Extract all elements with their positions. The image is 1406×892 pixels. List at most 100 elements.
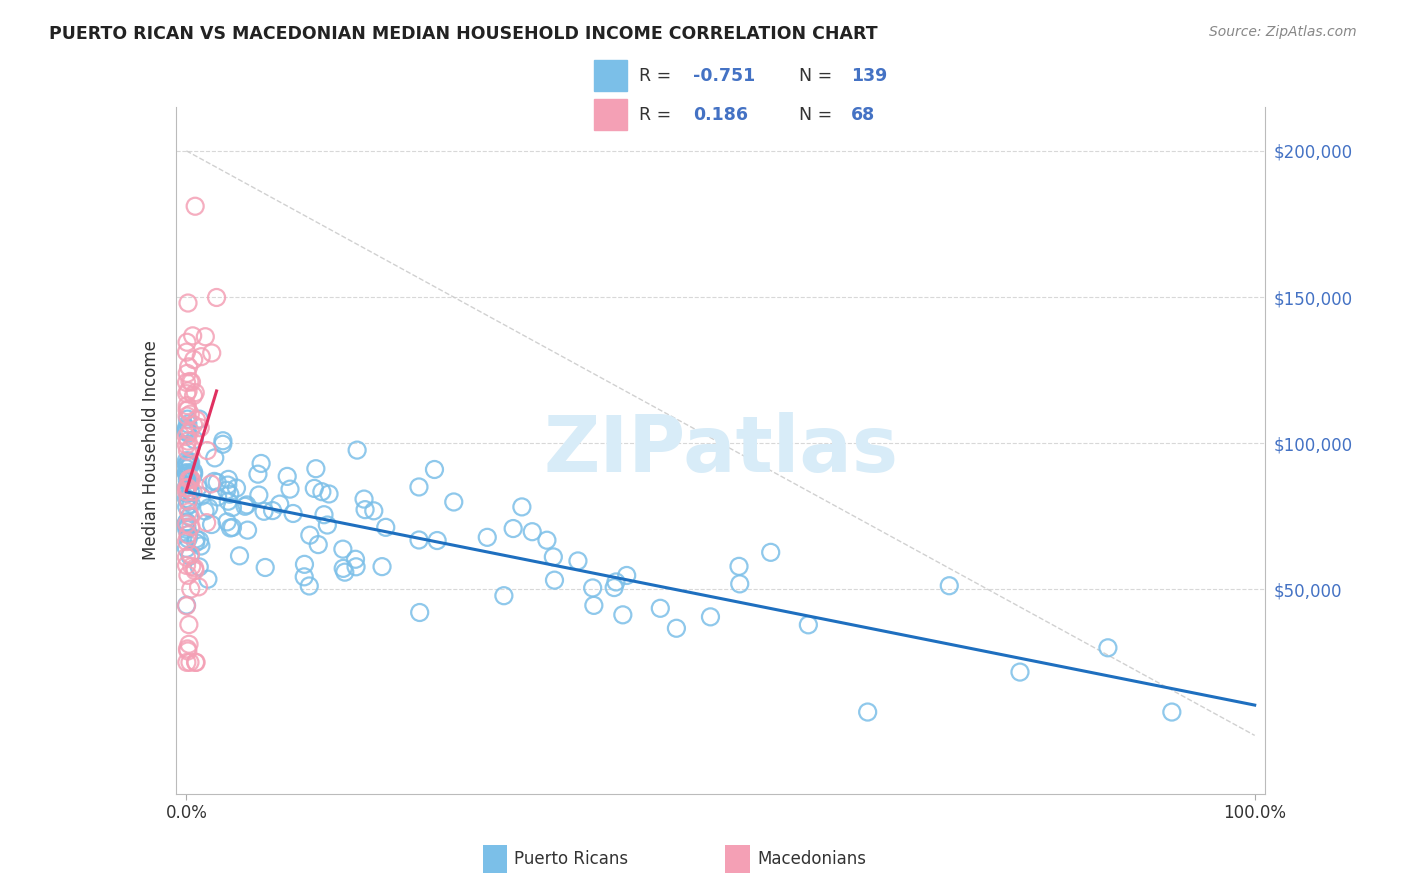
- Point: [797, 617, 820, 632]
- Point: [218, 487, 240, 501]
- Point: [177, 568, 200, 582]
- Point: [177, 505, 200, 519]
- Point: [536, 533, 558, 548]
- Point: [278, 482, 301, 496]
- Point: [219, 521, 242, 535]
- Point: [207, 490, 229, 504]
- Point: [183, 417, 205, 432]
- Point: [177, 426, 200, 441]
- Point: [728, 559, 751, 574]
- Point: [269, 497, 291, 511]
- Point: [176, 523, 198, 537]
- Point: [200, 477, 222, 491]
- Point: [190, 489, 212, 503]
- Point: [177, 493, 200, 508]
- FancyBboxPatch shape: [595, 99, 627, 130]
- Text: R =: R =: [640, 67, 676, 85]
- Point: [212, 434, 235, 448]
- Point: [179, 407, 201, 421]
- FancyBboxPatch shape: [482, 846, 508, 872]
- Point: [176, 481, 198, 495]
- Point: [180, 456, 202, 470]
- Point: [225, 481, 247, 495]
- Text: Macedonians: Macedonians: [756, 850, 866, 868]
- Point: [1160, 705, 1182, 719]
- Point: [177, 384, 200, 398]
- Point: [176, 458, 198, 472]
- Point: [188, 533, 211, 548]
- Point: [184, 656, 207, 670]
- Point: [176, 516, 198, 531]
- Point: [176, 429, 198, 443]
- Point: [202, 475, 225, 489]
- Point: [344, 559, 367, 574]
- Point: [543, 549, 565, 564]
- Point: [215, 483, 238, 498]
- Point: [426, 533, 449, 548]
- Text: 139: 139: [851, 67, 887, 85]
- Point: [228, 549, 250, 563]
- Point: [176, 458, 198, 472]
- Point: [332, 542, 354, 557]
- Point: [184, 199, 207, 213]
- Point: [217, 478, 239, 492]
- Point: [177, 472, 200, 486]
- Point: [184, 564, 207, 578]
- Text: -0.751: -0.751: [693, 67, 755, 85]
- Point: [184, 535, 207, 549]
- Point: [177, 528, 200, 542]
- Point: [177, 468, 200, 483]
- Point: [181, 328, 204, 343]
- Point: [176, 480, 198, 494]
- Point: [176, 473, 198, 487]
- Point: [177, 454, 200, 468]
- Point: [408, 533, 430, 547]
- Point: [856, 705, 879, 719]
- Point: [233, 500, 256, 514]
- Point: [176, 399, 198, 413]
- Point: [187, 580, 209, 594]
- Point: [276, 469, 298, 483]
- Point: [650, 601, 672, 615]
- Text: Puerto Ricans: Puerto Ricans: [515, 850, 628, 868]
- Point: [177, 644, 200, 658]
- Point: [179, 509, 201, 524]
- Text: N =: N =: [799, 67, 838, 85]
- Point: [184, 385, 207, 400]
- Point: [254, 560, 277, 574]
- Point: [180, 582, 202, 596]
- Point: [186, 413, 208, 427]
- Point: [190, 350, 212, 364]
- FancyBboxPatch shape: [595, 61, 627, 91]
- Point: [938, 579, 960, 593]
- Point: [543, 573, 565, 587]
- Point: [176, 421, 198, 435]
- Point: [176, 461, 198, 475]
- Point: [176, 534, 198, 549]
- Point: [176, 515, 198, 529]
- Point: [194, 329, 217, 343]
- Point: [217, 472, 239, 486]
- Point: [176, 520, 198, 534]
- Point: [318, 487, 340, 501]
- Point: [221, 500, 243, 515]
- Point: [187, 480, 209, 494]
- Point: [176, 484, 198, 499]
- Point: [176, 422, 198, 436]
- Point: [176, 641, 198, 656]
- Point: [333, 565, 356, 579]
- Point: [176, 466, 198, 480]
- Point: [205, 291, 228, 305]
- Point: [211, 437, 233, 451]
- Text: PUERTO RICAN VS MACEDONIAN MEDIAN HOUSEHOLD INCOME CORRELATION CHART: PUERTO RICAN VS MACEDONIAN MEDIAN HOUSEH…: [49, 25, 877, 43]
- Point: [1008, 665, 1031, 679]
- Point: [616, 568, 638, 582]
- Point: [502, 522, 524, 536]
- Point: [346, 443, 368, 458]
- Point: [176, 409, 198, 423]
- Point: [363, 504, 385, 518]
- Point: [307, 538, 329, 552]
- Point: [176, 491, 198, 506]
- Point: [180, 520, 202, 534]
- Point: [194, 504, 217, 518]
